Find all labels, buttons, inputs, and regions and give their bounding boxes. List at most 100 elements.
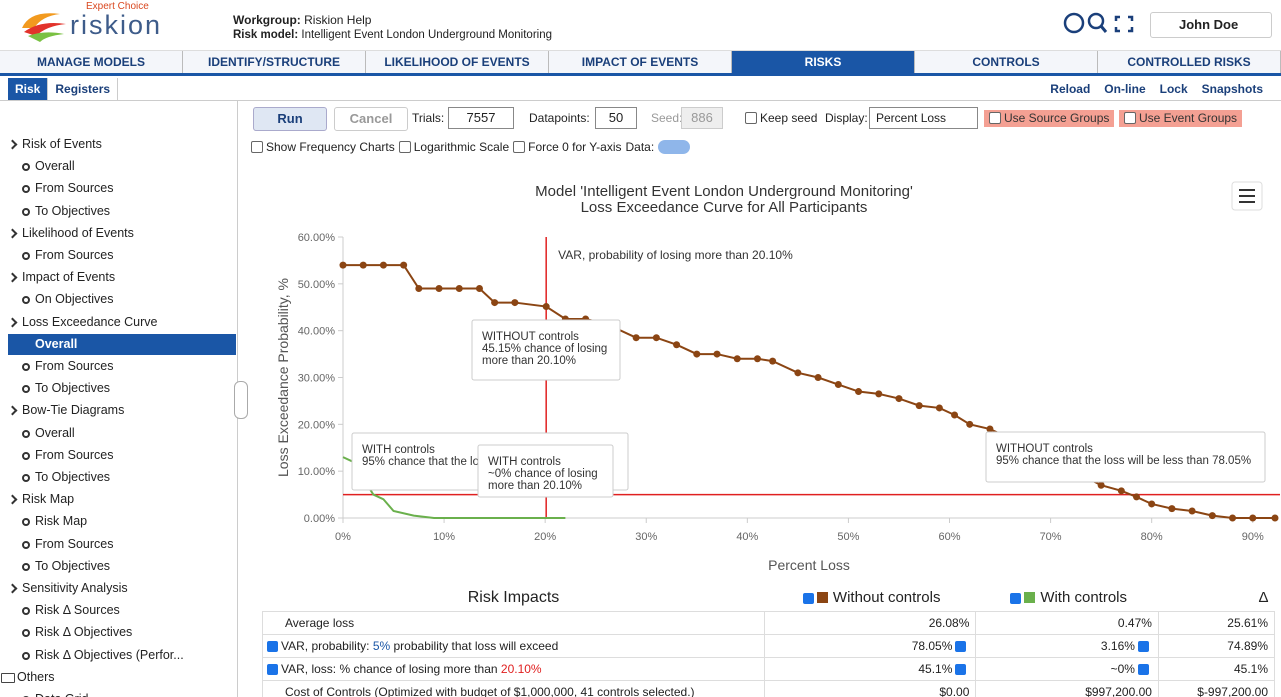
- event-groups[interactable]: Use Event Groups: [1119, 110, 1243, 127]
- display-select[interactable]: Percent Loss: [869, 107, 978, 129]
- option-label: Show Frequency Charts: [266, 140, 395, 154]
- data-label: Data:: [625, 140, 655, 154]
- sidebar-item[interactable]: Overall: [8, 423, 236, 444]
- action[interactable]: On-line: [1104, 82, 1146, 96]
- row-label-part: VAR, loss: % chance of losing more than: [281, 661, 501, 676]
- sidebar-item[interactable]: From Sources: [8, 178, 236, 199]
- keep-seed[interactable]: Keep seed: [745, 107, 817, 129]
- sidebar-item[interactable]: Overall: [8, 156, 236, 177]
- cell: 26.08%: [763, 610, 977, 635]
- cell: 3.16%: [975, 633, 1159, 658]
- sidebar-item[interactable]: From Sources: [8, 245, 236, 266]
- sidebar-label: Risk Δ Objectives: [35, 625, 133, 640]
- y-tick-label: 60.00%: [298, 232, 336, 244]
- action[interactable]: Snapshots: [1201, 82, 1263, 96]
- main-tab[interactable]: MANAGE MODELS: [0, 51, 183, 73]
- sidebar-item[interactable]: From Sources: [8, 356, 236, 377]
- sidebar-item[interactable]: To Objectives: [8, 201, 236, 222]
- sidebar-item[interactable]: Loss Exceedance Curve: [7, 312, 236, 333]
- sidebar-label: Overall: [35, 425, 75, 440]
- option[interactable]: Logarithmic Scale: [398, 140, 509, 154]
- series-point: [673, 341, 681, 349]
- table-title: Risk Impacts: [467, 588, 560, 606]
- cell: ~0%: [975, 656, 1159, 681]
- series-point: [733, 355, 741, 363]
- series-point: [455, 285, 463, 293]
- sidebar-item[interactable]: Risk Δ Sources: [8, 600, 236, 621]
- sidebar-item[interactable]: Risk of Events: [7, 134, 236, 155]
- sidebar-item[interactable]: Impact of Events: [7, 267, 236, 288]
- cell-value: $0.00: [939, 684, 970, 697]
- sidebar-item[interactable]: Likelihood of Events: [7, 223, 236, 244]
- main-tab[interactable]: RISKS: [732, 51, 915, 73]
- row-label-part: Cost of Controls (Optimized with budget …: [285, 684, 695, 697]
- main-tab[interactable]: IMPACT OF EVENTS: [549, 51, 732, 73]
- main-tab[interactable]: CONTROLS: [915, 51, 1098, 73]
- user-menu[interactable]: John Doe: [1150, 12, 1272, 38]
- user-name: John Doe: [1179, 17, 1239, 32]
- option[interactable]: Show Frequency Charts: [251, 140, 395, 154]
- risk-table: Risk Impacts Without controls With control…: [262, 585, 1275, 697]
- sidebar-item[interactable]: Sensitivity Analysis: [7, 578, 236, 599]
- series-point: [415, 285, 423, 293]
- menu-button[interactable]: [1231, 181, 1263, 211]
- sidebar-label: From Sources: [35, 359, 114, 373]
- series-point: [435, 285, 443, 293]
- source-groups[interactable]: Use Source Groups: [984, 110, 1115, 127]
- header-icons[interactable]: [1062, 10, 1142, 36]
- sidebar-item[interactable]: Risk Map: [8, 511, 236, 532]
- sidebar-item[interactable]: Risk Map: [7, 489, 236, 510]
- series-point: [713, 350, 721, 358]
- series-point: [915, 402, 923, 410]
- sidebar-label: From Sources: [35, 536, 114, 551]
- row-label-part: VAR, probability:: [281, 638, 373, 653]
- sidebar-label: From Sources: [35, 248, 114, 262]
- column-label: Δ: [1258, 589, 1269, 607]
- series-point: [1097, 481, 1105, 489]
- sidebar-item[interactable]: From Sources: [8, 445, 236, 466]
- logo-mark: [22, 13, 66, 42]
- series-point: [875, 390, 883, 398]
- series-point: [769, 357, 777, 365]
- workgroup-label: Workgroup:: [233, 13, 301, 27]
- sub-tabs: Risk Registers Reload On-line Lock Snapshots: [0, 78, 1281, 101]
- sidebar-item[interactable]: On Objectives: [8, 289, 236, 310]
- data-toggle[interactable]: [658, 140, 691, 154]
- sidebar-label: Risk Δ Sources: [35, 603, 120, 618]
- run-button[interactable]: Run: [253, 107, 327, 131]
- column-label: With controls: [1040, 589, 1128, 607]
- collapse-handle[interactable]: [234, 381, 248, 419]
- sidebar-label: To Objectives: [35, 558, 111, 573]
- sidebar-item[interactable]: From Sources: [8, 534, 236, 555]
- sidebar-label: Others: [17, 669, 55, 684]
- cell: 45.1%: [763, 656, 977, 681]
- row-label: VAR, probability: 5% probability that lo…: [262, 633, 765, 658]
- main-tab[interactable]: IDENTIFY/STRUCTURE: [183, 51, 366, 73]
- action[interactable]: Lock: [1159, 82, 1188, 96]
- sidebar-item[interactable]: To Objectives: [8, 378, 236, 399]
- option[interactable]: Force 0 for Y-axis: [513, 140, 622, 154]
- sidebar-item[interactable]: To Objectives: [8, 556, 236, 577]
- sub-tab[interactable]: Risk: [8, 78, 49, 100]
- main-tab[interactable]: LIKELIHOOD OF EVENTS: [366, 51, 549, 73]
- sidebar-label: On Objectives: [35, 292, 114, 307]
- sidebar-item[interactable]: Others: [0, 667, 228, 688]
- sidebar-item[interactable]: To Objectives: [8, 467, 236, 488]
- datapoints-input[interactable]: 50: [595, 107, 637, 129]
- sub-tab[interactable]: Registers: [48, 78, 119, 100]
- sidebar-item[interactable]: Risk Δ Objectives (Perfor...: [8, 645, 236, 666]
- sidebar-item[interactable]: Overall: [8, 333, 236, 355]
- sidebar-item[interactable]: Risk Δ Objectives: [8, 622, 236, 643]
- sidebar-item[interactable]: Bow-Tie Diagrams: [7, 400, 236, 421]
- tooltip-text: WITH controls: [362, 444, 435, 456]
- cancel-button[interactable]: Cancel: [334, 107, 408, 131]
- series-point: [1148, 500, 1156, 508]
- datapoints-label: Datapoints:: [529, 111, 590, 125]
- trials-input[interactable]: 7557: [448, 107, 514, 129]
- series-point: [753, 355, 761, 363]
- sidebar-item[interactable]: Data Grid: [8, 689, 236, 697]
- action[interactable]: Reload: [1050, 82, 1091, 96]
- sidebar-label: To Objectives: [35, 381, 111, 396]
- workgroup: Riskion Help: [304, 13, 372, 27]
- main-tab[interactable]: CONTROLLED RISKS: [1098, 51, 1281, 73]
